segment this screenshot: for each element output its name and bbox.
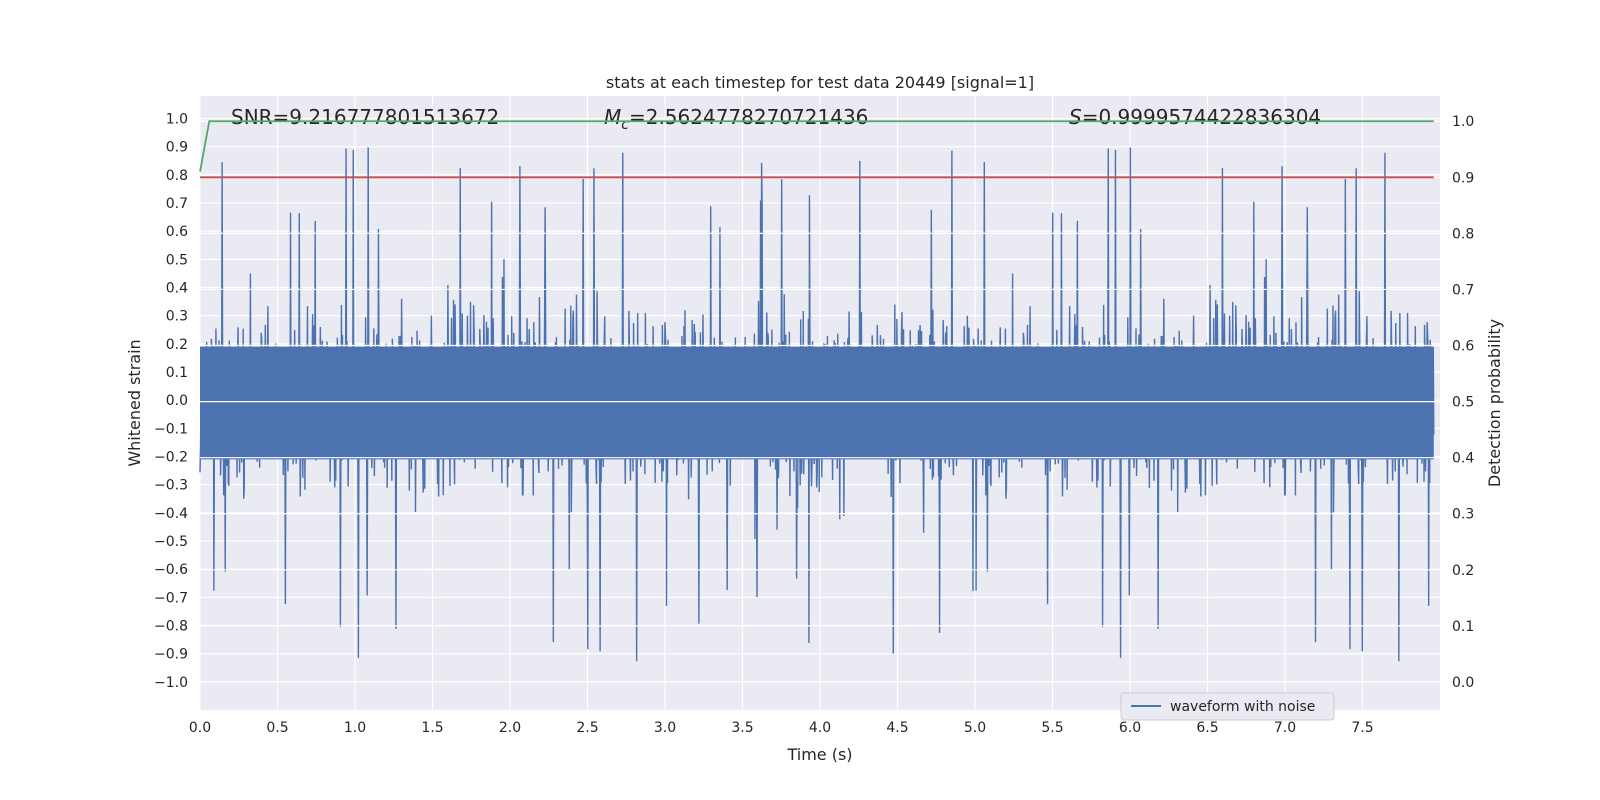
legend: waveform with noise [1120, 692, 1335, 721]
y-tick-label-left: 0.0 [166, 393, 188, 409]
y-tick-label-left: −0.3 [154, 478, 188, 494]
y-tick-label-left: 0.5 [166, 252, 188, 268]
y-tick-label-right: 0.9 [1452, 170, 1474, 186]
x-tick-label: 3.5 [731, 720, 753, 736]
x-tick-label: 0.0 [189, 720, 211, 736]
y-tick-label-right: 0.0 [1452, 675, 1474, 691]
y-tick-label-left: 0.9 [166, 140, 188, 156]
detection-probability-line [199, 120, 1434, 172]
y-tick-label-left: −0.7 [154, 590, 188, 606]
x-tick-label: 2.0 [499, 720, 521, 736]
x-tick-label: 0.5 [266, 720, 288, 736]
legend-box [1120, 692, 1335, 721]
y-tick-labels-right: 1.0 0.9 0.8 0.7 0.6 0.5 0.4 0.3 0.2 0.1 0.0 [1452, 114, 1474, 691]
x-tick-labels: 0.0 0.5 1.0 1.5 2.0 2.5 3.0 3.5 4.0 4.5 5.0 5.5 6.0 6… [189, 720, 1374, 736]
y-tick-labels-left: 1.0 0.9 0.8 0.7 0.6 0.5 0.4 0.3 0.2 0.1 0.0 −0.1 −0.… [154, 112, 188, 691]
y-tick-label-right: 0.3 [1452, 507, 1474, 523]
y-tick-label-left: 0.1 [166, 365, 188, 381]
waveform-series [199, 147, 1435, 662]
significance-symbol: S [1069, 105, 1082, 129]
x-tick-label: 5.5 [1041, 720, 1063, 736]
x-tick-label: 2.5 [576, 720, 598, 736]
y-tick-label-left: −0.6 [154, 562, 188, 578]
chirp-mass-annotation: Mc=2.5624778270721436 [604, 105, 868, 133]
y-axis-label-left: Whitened strain [125, 339, 144, 466]
y-tick-label-left: 0.3 [166, 309, 188, 325]
y-tick-label-right: 0.1 [1452, 619, 1474, 635]
y-tick-label-left: −1.0 [154, 675, 188, 691]
y-tick-label-left: −0.8 [154, 619, 188, 635]
x-tick-label: 7.0 [1274, 720, 1296, 736]
y-tick-label-right: 0.5 [1452, 395, 1474, 411]
y-tick-label-left: −0.4 [154, 506, 188, 522]
x-tick-label: 4.5 [886, 720, 908, 736]
y-tick-label-left: −0.5 [154, 534, 188, 550]
y-tick-label-left: −0.2 [154, 450, 188, 466]
significance-annotation: S=0.9999574422836304 [1069, 105, 1321, 129]
y-tick-label-right: 0.4 [1452, 451, 1474, 467]
y-tick-label-left: 0.8 [166, 168, 188, 184]
x-tick-label: 6.5 [1196, 720, 1218, 736]
y-tick-label-left: 0.2 [166, 337, 188, 353]
waveform-dense-band [200, 346, 1434, 460]
chirp-mass-value: =2.5624778270721436 [629, 105, 868, 129]
x-tick-label: 1.5 [421, 720, 443, 736]
x-tick-label: 5.0 [964, 720, 986, 736]
y-tick-label-right: 1.0 [1452, 114, 1474, 130]
x-tick-label: 1.0 [344, 720, 366, 736]
legend-label: waveform with noise [1170, 699, 1315, 715]
x-tick-label: 3.0 [654, 720, 676, 736]
y-tick-label-left: 0.4 [166, 281, 188, 297]
y-tick-label-right: 0.8 [1452, 226, 1474, 242]
x-tick-label: 6.0 [1119, 720, 1141, 736]
y-tick-label-right: 0.6 [1452, 339, 1474, 355]
y-tick-label-right: 0.7 [1452, 282, 1474, 298]
y-tick-label-right: 0.2 [1452, 563, 1474, 579]
chirp-mass-symbol: M [604, 105, 621, 129]
y-tick-label-left: 1.0 [166, 112, 188, 128]
significance-value: =0.9999574422836304 [1082, 105, 1321, 129]
x-axis-label: Time (s) [786, 745, 852, 764]
x-tick-label: 7.5 [1351, 720, 1373, 736]
probability-series [199, 120, 1434, 179]
y-tick-label-left: −0.9 [154, 647, 188, 663]
y-tick-label-left: 0.7 [166, 196, 188, 212]
y-tick-label-left: 0.6 [166, 224, 188, 240]
y-tick-label-left: −0.1 [154, 421, 188, 437]
chart-title: stats at each timestep for test data 204… [606, 73, 1034, 92]
y-axis-label-right: Detection probability [1485, 319, 1504, 487]
chirp-mass-subscript: c [621, 117, 629, 133]
x-tick-label: 4.0 [809, 720, 831, 736]
snr-annotation: SNR=9.216777801513672 [231, 105, 499, 129]
